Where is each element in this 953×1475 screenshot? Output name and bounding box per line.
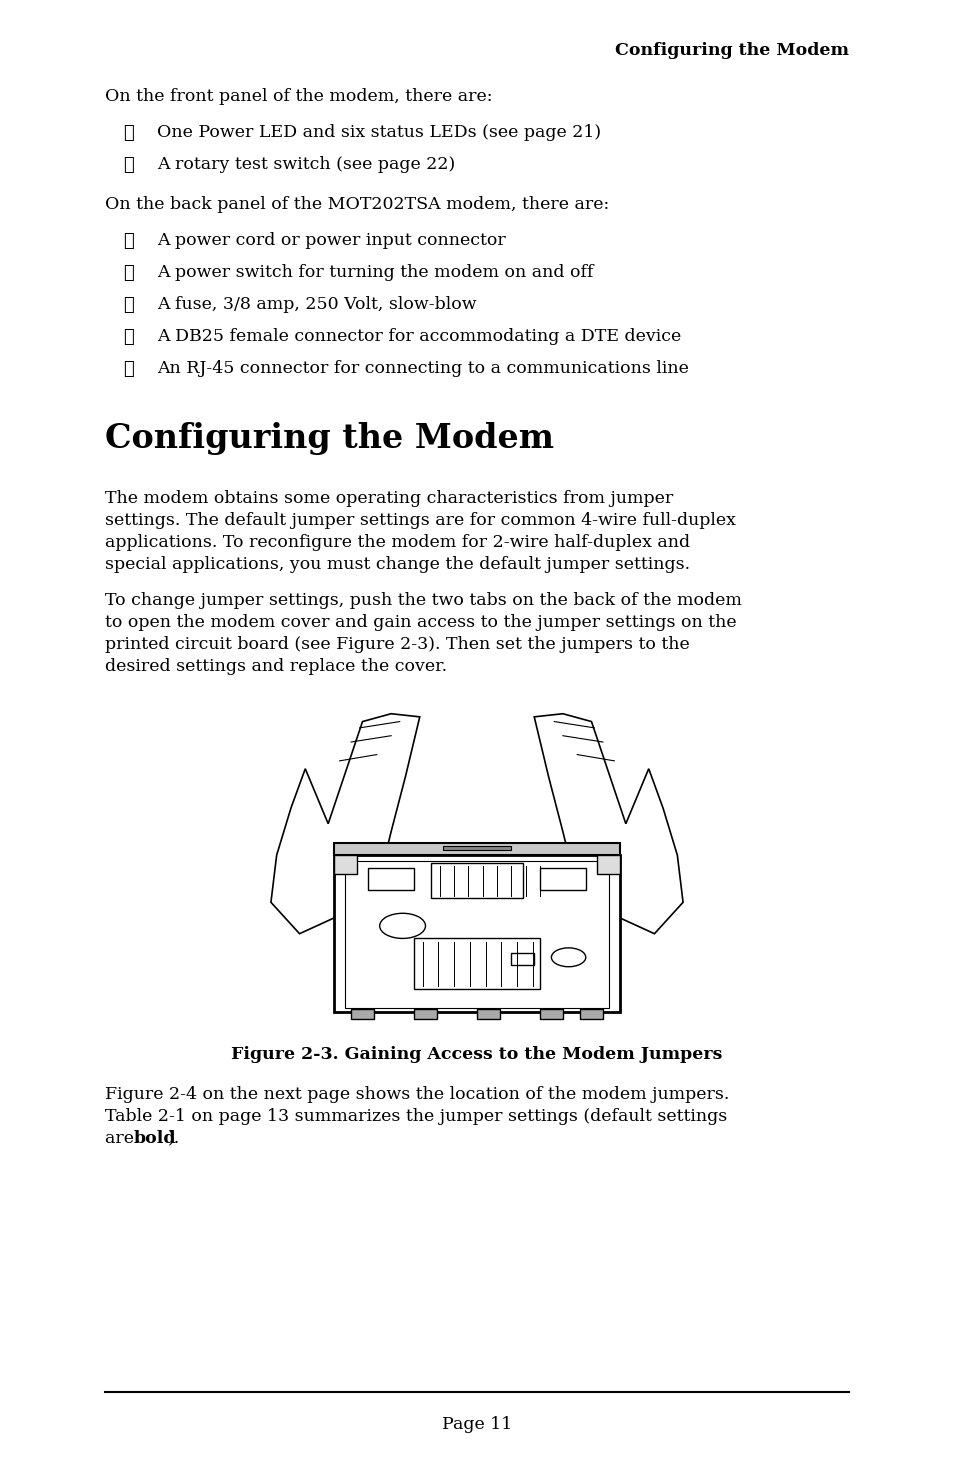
Text: to open the modem cover and gain access to the jumper settings on the: to open the modem cover and gain access … (105, 614, 736, 631)
Text: An RJ-45 connector for connecting to a communications line: An RJ-45 connector for connecting to a c… (157, 360, 688, 378)
Bar (579, 1009, 602, 1019)
Text: ❖: ❖ (123, 232, 133, 249)
Text: A DB25 female connector for accommodating a DTE device: A DB25 female connector for accommodatin… (157, 327, 680, 345)
Text: printed circuit board (see Figure 2-3). Then set the jumpers to the: printed circuit board (see Figure 2-3). … (105, 636, 689, 653)
Bar (345, 861, 608, 1007)
Text: ❖: ❖ (123, 296, 133, 314)
Text: A fuse, 3/8 amp, 250 Volt, slow-blow: A fuse, 3/8 amp, 250 Volt, slow-blow (157, 296, 476, 313)
Text: applications. To reconfigure the modem for 2-wire half-duplex and: applications. To reconfigure the modem f… (105, 534, 689, 552)
Text: ❖: ❖ (123, 360, 133, 378)
Bar (414, 938, 539, 988)
Bar (442, 845, 511, 851)
Text: One Power LED and six status LEDs (see page 21): One Power LED and six status LEDs (see p… (157, 124, 600, 142)
Bar (334, 855, 356, 875)
Text: A power cord or power input connector: A power cord or power input connector (157, 232, 505, 249)
Text: To change jumper settings, push the two tabs on the back of the modem: To change jumper settings, push the two … (105, 591, 741, 609)
Bar (431, 863, 522, 898)
Text: Page 11: Page 11 (441, 1416, 512, 1434)
Text: ❖: ❖ (123, 156, 133, 174)
Text: The modem obtains some operating characteristics from jumper: The modem obtains some operating charact… (105, 490, 673, 507)
Bar (414, 1009, 436, 1019)
Text: Figure 2-4 on the next page shows the location of the modem jumpers.: Figure 2-4 on the next page shows the lo… (105, 1086, 729, 1103)
Bar (476, 1009, 499, 1019)
Circle shape (551, 948, 585, 966)
Text: ❖: ❖ (123, 124, 133, 142)
Text: ❖: ❖ (123, 327, 133, 347)
Bar (334, 842, 619, 855)
Text: special applications, you must change the default jumper settings.: special applications, you must change th… (105, 556, 689, 572)
Bar (539, 867, 585, 889)
Text: are: are (105, 1130, 139, 1148)
Polygon shape (271, 714, 419, 934)
Text: settings. The default jumper settings are for common 4-wire full-duplex: settings. The default jumper settings ar… (105, 512, 735, 530)
Text: On the front panel of the modem, there are:: On the front panel of the modem, there a… (105, 88, 492, 105)
Bar (351, 1009, 374, 1019)
Bar (539, 1009, 562, 1019)
Polygon shape (534, 714, 682, 934)
Text: Configuring the Modem: Configuring the Modem (105, 422, 554, 454)
Text: A rotary test switch (see page 22): A rotary test switch (see page 22) (157, 156, 455, 173)
Circle shape (379, 913, 425, 938)
Text: ❖: ❖ (123, 264, 133, 282)
Text: Configuring the Modem: Configuring the Modem (615, 41, 848, 59)
Text: On the back panel of the MOT202TSA modem, there are:: On the back panel of the MOT202TSA modem… (105, 196, 609, 212)
Bar (334, 855, 619, 1012)
Text: bold: bold (133, 1130, 176, 1148)
Text: ).: ). (168, 1130, 180, 1148)
Bar (597, 855, 619, 875)
Text: A power switch for turning the modem on and off: A power switch for turning the modem on … (157, 264, 593, 282)
Text: desired settings and replace the cover.: desired settings and replace the cover. (105, 658, 447, 676)
Bar (511, 953, 534, 965)
Bar (368, 867, 414, 889)
Text: Table 2-1 on page 13 summarizes the jumper settings (default settings: Table 2-1 on page 13 summarizes the jump… (105, 1108, 726, 1125)
Text: Figure 2-3. Gaining Access to the Modem Jumpers: Figure 2-3. Gaining Access to the Modem … (231, 1046, 722, 1063)
